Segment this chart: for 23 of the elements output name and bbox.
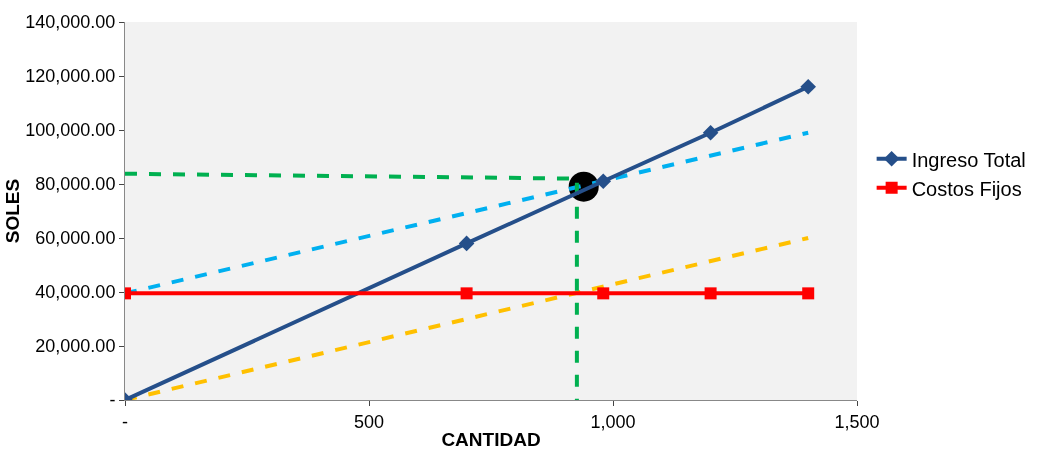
- point: [458, 235, 475, 252]
- point: [597, 287, 610, 300]
- y-tick-label: 140,000.00: [25, 12, 116, 33]
- y-tick-label: 60,000.00: [35, 228, 116, 249]
- y-axis-title: SOLES: [2, 178, 24, 244]
- y-tick-label: 40,000.00: [35, 282, 116, 303]
- x-tick-label: 500: [353, 411, 385, 432]
- point: [704, 287, 717, 300]
- point: [460, 287, 473, 300]
- y-tick-label: 80,000.00: [35, 174, 116, 195]
- point: [595, 173, 612, 190]
- y-tick-label: 100,000.00: [25, 120, 116, 141]
- x-tick-label: 1,000: [590, 411, 636, 432]
- point: [702, 124, 719, 141]
- x-tick-label: 1,500: [834, 411, 880, 432]
- point: [800, 79, 816, 95]
- y-tick-label: 120,000.00: [25, 66, 116, 87]
- legend-label: Costos Fijos: [911, 177, 1022, 200]
- legend-label: Ingreso Total: [911, 148, 1026, 171]
- point: [802, 287, 815, 300]
- y-tick-label: -: [109, 390, 116, 411]
- y-tick-label: 20,000.00: [35, 336, 116, 357]
- x-axis-title: CANTIDAD: [441, 429, 541, 451]
